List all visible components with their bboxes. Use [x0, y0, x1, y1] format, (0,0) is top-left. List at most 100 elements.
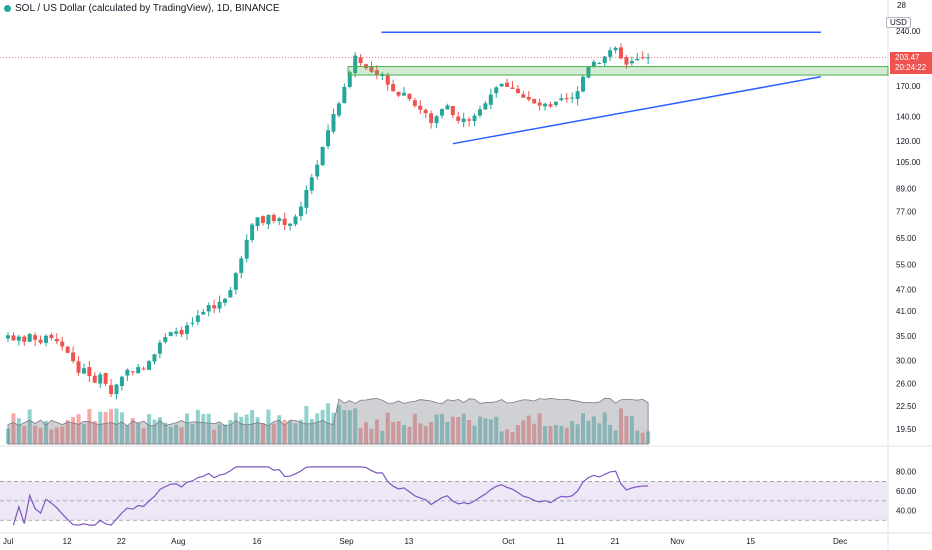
volume-bar: [76, 414, 81, 444]
bar-countdown: 20:24:22: [895, 63, 927, 72]
volume-bar: [54, 427, 59, 444]
volume-bar: [353, 408, 358, 444]
candle-body: [239, 258, 244, 273]
volume-bar: [179, 427, 184, 444]
volume-bar: [412, 413, 417, 444]
volume-bar: [619, 408, 624, 444]
volume-bar: [81, 423, 86, 444]
volume-bar: [526, 415, 531, 444]
candle-body: [608, 50, 613, 57]
price-tick-label: 47.00: [896, 286, 917, 295]
candle-body: [581, 76, 586, 92]
price-tick-label: 77.00: [896, 207, 917, 216]
support-zone: [347, 66, 889, 76]
candle-body: [98, 374, 103, 384]
volume-bar: [347, 410, 352, 444]
candle-body: [499, 83, 504, 87]
candle-body: [255, 217, 260, 227]
price-tick-label: 41.00: [896, 307, 917, 316]
time-tick-label: 16: [253, 537, 262, 546]
price-tick-label: 19.50: [896, 425, 917, 434]
volume-bar: [250, 410, 255, 444]
candle-body: [147, 361, 152, 370]
candle-body: [488, 94, 493, 105]
volume-bar: [315, 413, 320, 444]
currency-badge[interactable]: USD: [886, 17, 911, 28]
candle-body: [613, 47, 618, 51]
candle-body: [331, 114, 336, 132]
candle-body: [250, 224, 255, 240]
volume-bar: [602, 412, 607, 444]
candle-body: [624, 57, 629, 65]
candle-body: [168, 332, 173, 336]
volume-bar: [456, 417, 461, 444]
time-tick-label: 22: [117, 537, 126, 546]
support-trendline: [452, 76, 822, 145]
volume-bar: [467, 420, 472, 444]
volume-bar: [304, 405, 309, 444]
volume-bar: [190, 423, 195, 444]
candle-body: [640, 57, 645, 59]
candle-body: [342, 86, 347, 104]
volume-bar: [212, 429, 217, 444]
price-tick-label: 89.00: [896, 184, 917, 193]
volume-ma-area: [7, 397, 649, 445]
volume-bar: [472, 425, 477, 444]
candle-body: [402, 92, 407, 96]
candle-body: [494, 87, 499, 94]
volume-bar: [244, 414, 249, 444]
volume-bar: [114, 408, 119, 444]
volume-bar: [195, 409, 200, 444]
symbol-header[interactable]: SOL / US Dollar (calculated by TradingVi…: [4, 3, 280, 14]
candle-body: [526, 97, 531, 100]
candle-body: [206, 305, 211, 312]
candle-body: [369, 66, 374, 72]
candle-body: [114, 384, 119, 395]
candle-body: [212, 305, 217, 309]
time-tick-label: Nov: [670, 537, 684, 546]
volume-bar: [217, 424, 222, 444]
candle-body: [510, 87, 515, 89]
candle-body: [76, 361, 81, 373]
candle-body: [38, 339, 43, 343]
volume-bar: [342, 410, 347, 444]
volume-bar: [391, 422, 396, 444]
volume-bar: [71, 417, 76, 444]
candle-body: [288, 223, 293, 226]
candle-body: [445, 105, 450, 110]
candle-body: [591, 61, 596, 68]
candle-body: [412, 100, 417, 106]
candle-body: [103, 372, 108, 384]
candle-body: [537, 102, 542, 106]
volume-bar: [92, 420, 97, 444]
volume-bar: [537, 413, 542, 444]
volume-bar: [266, 409, 271, 444]
volume-bar: [320, 409, 325, 444]
price-tick-label: 170.00: [896, 82, 921, 91]
volume-bar: [201, 413, 206, 444]
volume-bar: [152, 419, 157, 444]
candle-body: [532, 98, 537, 104]
candle-body: [119, 376, 124, 387]
volume-bar: [369, 428, 374, 444]
volume-bar: [364, 422, 369, 444]
volume-bar: [613, 430, 618, 444]
price-tick-label: 105.00: [896, 158, 921, 167]
candle-body: [16, 336, 21, 341]
volume-bar: [136, 422, 141, 444]
candle-body: [60, 341, 65, 347]
volume-bar: [43, 421, 48, 444]
rsi-tick-label: 40.00: [896, 507, 917, 516]
candle-body: [92, 375, 97, 383]
candle-body: [6, 335, 10, 339]
price-tick-label: 26.00: [896, 379, 917, 388]
candle-body: [629, 61, 634, 64]
volume-bar: [38, 427, 43, 444]
candle-body: [298, 206, 303, 217]
candle-body: [418, 105, 423, 110]
candle-body: [185, 325, 190, 334]
candle-body: [575, 91, 580, 99]
time-tick-label: 15: [746, 537, 755, 546]
volume-bar: [157, 417, 162, 444]
